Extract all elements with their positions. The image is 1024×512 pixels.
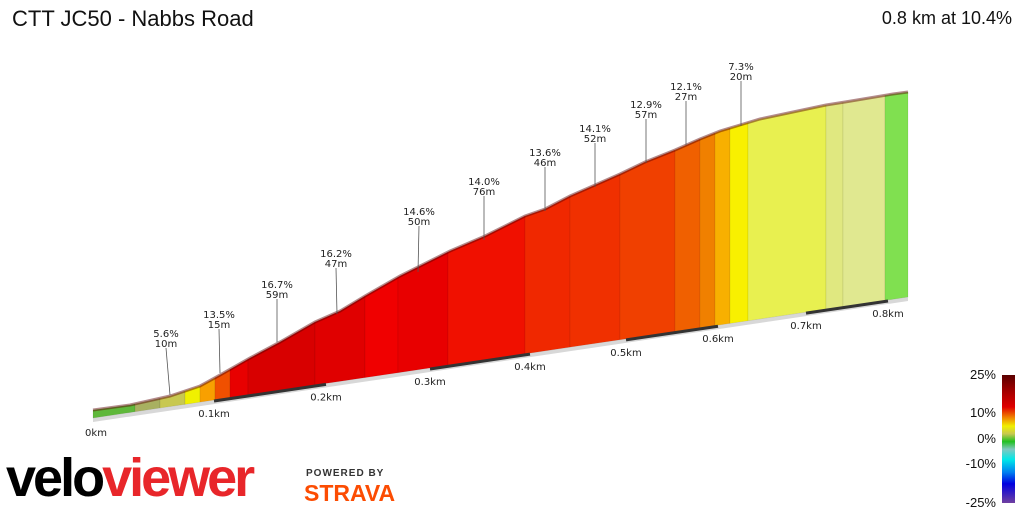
segment-callout-line [417, 225, 420, 273]
x-tick-label: 0.1km [198, 409, 229, 420]
gradient-band [825, 101, 844, 310]
distance-marker-band [625, 324, 719, 342]
legend-label-0: 0% [977, 431, 996, 446]
gradient-band [247, 321, 316, 396]
segment-grade-label: 16.7% [261, 280, 293, 291]
x-tick-label: 0.4km [514, 362, 545, 373]
segment-length-label: 47m [325, 259, 347, 270]
climb-summary: 0.8 km at 10.4% [881, 8, 1012, 28]
segment-callout-line [165, 347, 171, 396]
distance-marker-band [805, 299, 889, 315]
gradient-band [699, 132, 716, 329]
segment-grade-label: 14.0% [468, 177, 500, 188]
segment-length-label: 46m [534, 158, 556, 169]
segment-length-label: 27m [675, 92, 697, 103]
segment-grade-label: 14.6% [403, 207, 435, 218]
gradient-band [397, 251, 449, 374]
segment-callout-line [335, 267, 338, 315]
x-tick-label: 0.5km [610, 348, 641, 359]
gradient-band [842, 94, 886, 307]
legend-label-neg10: -10% [965, 456, 996, 471]
x-tick-label: 0.7km [790, 321, 821, 332]
segment-grade-label: 16.2% [320, 249, 352, 260]
distance-marker-band [213, 382, 327, 403]
x-tick-label: 0.2km [310, 392, 341, 403]
segment-length-label: 52m [584, 134, 606, 145]
gradient-band [884, 91, 909, 301]
profile-top-edge [92, 90, 909, 412]
x-tick-label: 0.3km [414, 377, 445, 388]
segment-length-label: 10m [155, 339, 177, 350]
segment-grade-label: 14.1% [579, 124, 611, 135]
page-title: CTT JC50 - Nabbs Road [12, 6, 254, 31]
segment-length-label: 20m [730, 72, 752, 83]
legend-label-max: 25% [969, 367, 996, 382]
segment-grade-label: 5.6% [153, 329, 178, 340]
x-tick-label: 0km [85, 428, 107, 439]
legend-label-10: 10% [969, 405, 996, 420]
gradient-band [714, 127, 731, 327]
segment-length-label: 15m [208, 320, 230, 331]
segment-grade-label: 12.1% [670, 82, 702, 93]
distance-marker-band [429, 352, 531, 371]
gradient-band [619, 149, 676, 341]
x-tick-label: 0.6km [702, 334, 733, 345]
segment-grade-label: 13.5% [203, 310, 235, 321]
gradient-band [569, 173, 621, 348]
gradient-band [747, 104, 827, 322]
segment-length-label: 59m [266, 290, 288, 301]
segment-grade-label: 7.3% [728, 62, 753, 73]
gradient-band [729, 122, 749, 324]
strava-logo: STRAVA [304, 480, 396, 506]
powered-by-label: POWERED BY [306, 468, 385, 479]
segment-length-label: 57m [635, 110, 657, 121]
gradient-band [674, 138, 701, 332]
segment-callout-line [218, 328, 221, 374]
gradient-band [524, 195, 571, 355]
veloviewer-logo: veloviewer [6, 448, 255, 508]
gradient-band [447, 215, 526, 366]
gradient-legend-bar [1002, 375, 1015, 503]
legend-label-min: -25% [965, 495, 996, 510]
segment-length-label: 76m [473, 187, 495, 198]
x-tick-label: 0.8km [872, 309, 903, 320]
segment-length-label: 50m [408, 217, 430, 228]
segment-grade-label: 13.6% [529, 148, 561, 159]
segment-grade-label: 12.9% [630, 100, 662, 111]
